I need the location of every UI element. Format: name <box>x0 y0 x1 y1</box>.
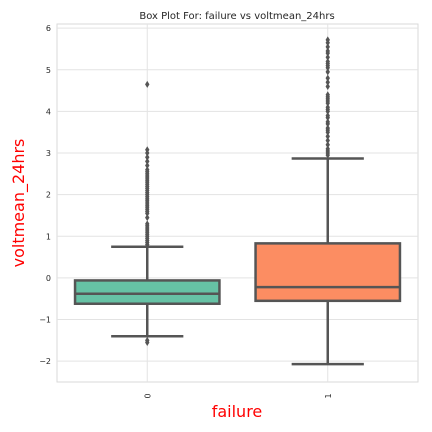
iqr-box <box>73 279 221 305</box>
x-axis-label: failure <box>212 402 263 421</box>
y-tick-label: 1 <box>46 232 51 241</box>
y-tick-label: −2 <box>39 357 51 366</box>
outlier-point <box>145 166 150 174</box>
outlier-point <box>325 78 330 86</box>
outlier-point <box>325 36 330 44</box>
y-tick-label: 2 <box>46 191 51 200</box>
outlier-point <box>325 112 330 120</box>
outlier-point <box>325 53 330 61</box>
outlier-point <box>325 118 330 126</box>
outlier-point <box>325 141 330 149</box>
outlier-point <box>145 162 150 170</box>
outlier-point <box>145 146 150 154</box>
outlier-point <box>325 68 330 76</box>
y-tick-label: 6 <box>46 24 51 33</box>
y-tick-label: 5 <box>46 66 51 75</box>
outlier-point <box>145 80 150 88</box>
outlier-point <box>325 103 330 111</box>
outlier-point <box>325 47 330 55</box>
outlier-point <box>145 220 150 228</box>
boxes-layer <box>73 36 402 366</box>
x-tick-label: 0 <box>143 393 152 398</box>
y-tick-label: 4 <box>46 107 51 116</box>
outlier-point <box>325 132 330 140</box>
outlier-point <box>325 124 330 132</box>
outlier-point <box>325 145 330 153</box>
outlier-point <box>325 74 330 82</box>
box-1 <box>254 36 402 366</box>
y-tick-label: 0 <box>46 274 51 283</box>
outlier-point <box>325 57 330 65</box>
y-tick-label: 3 <box>46 149 51 158</box>
chart-title: Box Plot For: failure vs voltmean_24hrs <box>139 11 334 22</box>
iqr-box <box>254 242 402 303</box>
outlier-point <box>325 43 330 51</box>
y-tick-labels: −2 −1 0 1 2 3 4 5 6 <box>39 24 51 366</box>
outlier-point <box>325 137 330 145</box>
y-axis-label: voltmean_24hrs <box>9 139 29 268</box>
y-tick-label: −1 <box>39 316 51 325</box>
outlier-point <box>145 153 150 161</box>
plot-area <box>56 23 419 383</box>
outlier-point <box>145 336 150 344</box>
outlier-point <box>325 82 330 90</box>
outlier-point <box>145 157 150 165</box>
x-tick-label: 1 <box>324 393 333 398</box>
outlier-point <box>325 91 330 99</box>
outlier-point <box>145 214 150 222</box>
box-0 <box>73 80 221 346</box>
